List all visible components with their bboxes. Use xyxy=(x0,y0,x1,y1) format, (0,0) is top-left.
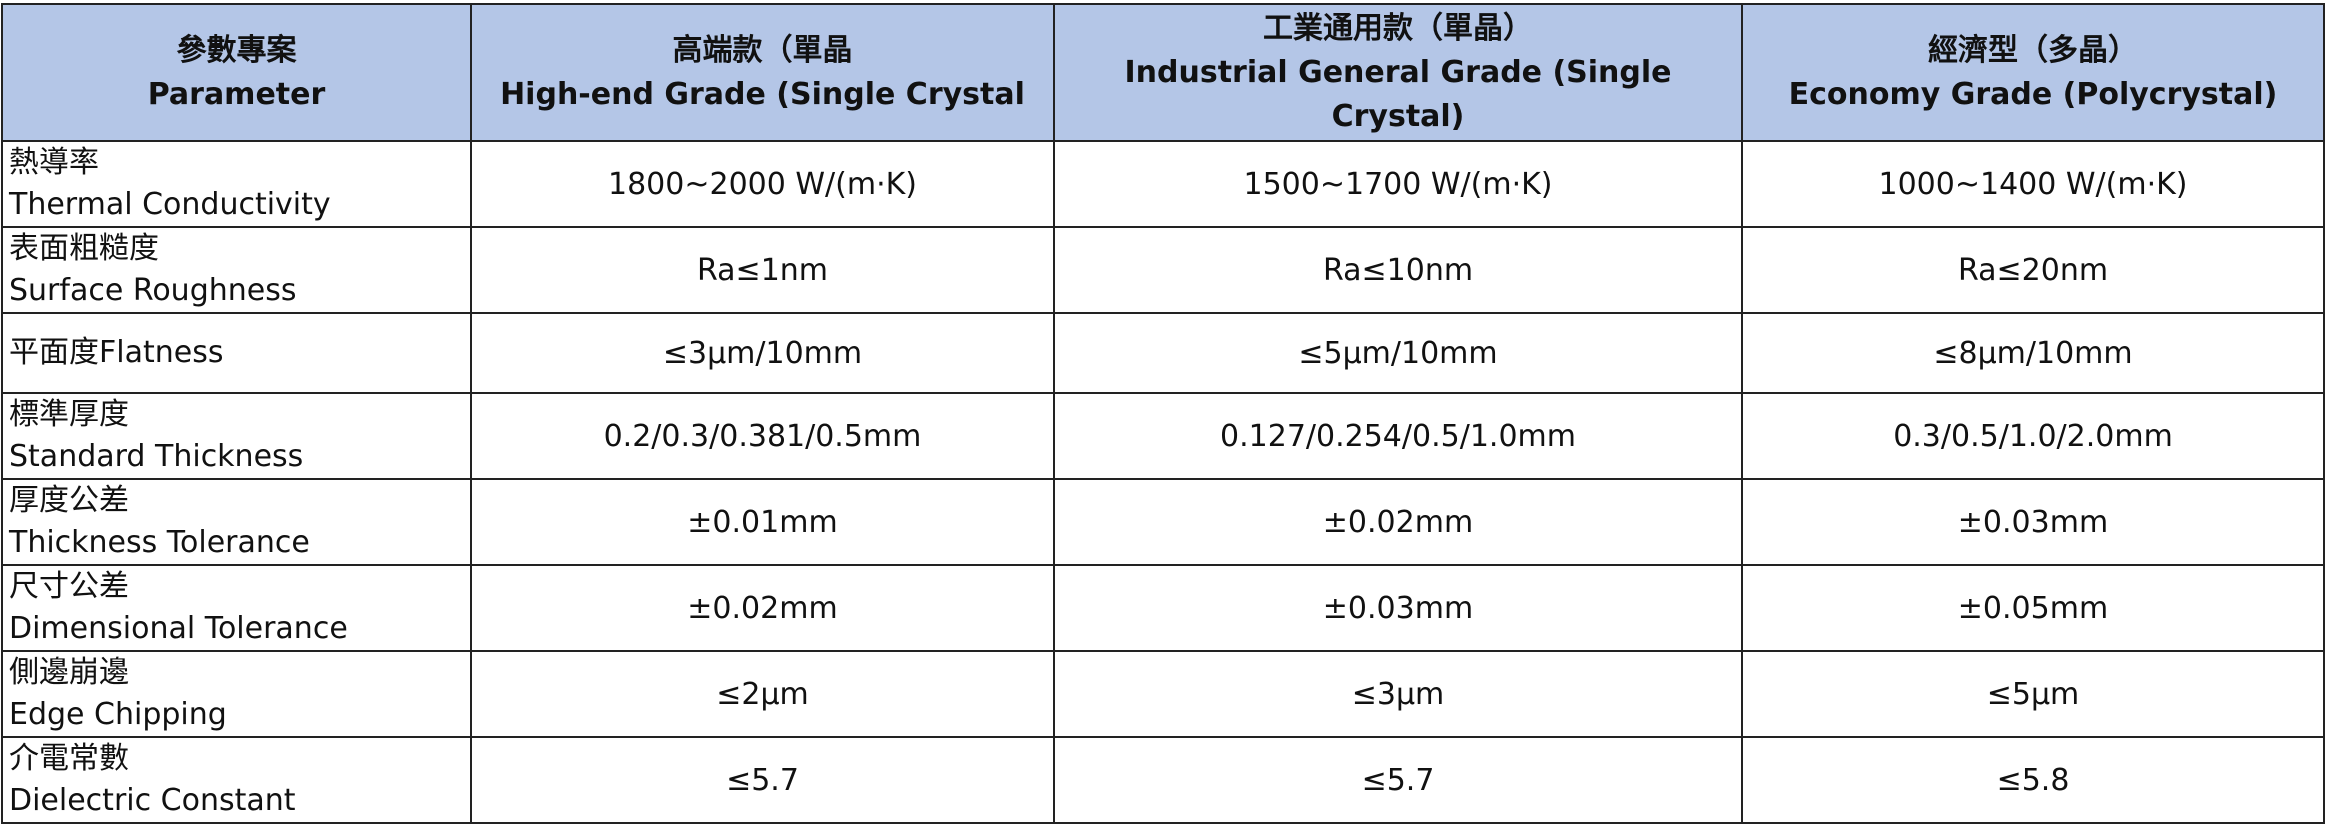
header-text: 經濟型（多晶） xyxy=(1928,32,2138,68)
parameter-text: 尺寸公差 xyxy=(9,569,129,604)
parameter-text: Standard Thickness xyxy=(9,439,304,474)
parameter-text: 厚度公差 xyxy=(9,483,129,518)
value-cell: Ra≤20nm xyxy=(1741,226,2325,314)
table-row: 平面度Flatness ≤3μm/10mm ≤5μm/10mm ≤8μm/10mm xyxy=(1,312,2325,394)
parameter-text: Surface Roughness xyxy=(9,273,297,308)
header-text: 工業通用款（單晶） xyxy=(1263,10,1533,46)
value-cell: 0.2/0.3/0.381/0.5mm xyxy=(470,392,1055,480)
table-row: 側邊崩邊 Edge Chipping ≤2μm ≤3μm ≤5μm xyxy=(1,650,2325,738)
value-cell: ≤5μm xyxy=(1741,650,2325,738)
parameter-cell: 側邊崩邊 Edge Chipping xyxy=(1,650,472,738)
parameter-cell: 熱導率 Thermal Conductivity xyxy=(1,140,472,228)
spec-table: 參數專案 Parameter 高端款（單晶 High-end Grade (Singl… xyxy=(1,3,2325,824)
table-row: 介電常數 Dielectric Constant ≤5.7 ≤5.7 ≤5.8 xyxy=(1,736,2325,824)
value-cell: 0.127/0.254/0.5/1.0mm xyxy=(1053,392,1743,480)
value-cell: ±0.01mm xyxy=(470,478,1055,566)
parameter-text: Dimensional Tolerance xyxy=(9,611,348,646)
value-cell: ≤5.7 xyxy=(470,736,1055,824)
parameter-text: 標準厚度 xyxy=(9,397,129,432)
parameter-cell: 平面度Flatness xyxy=(1,312,472,394)
header-row: 參數專案 Parameter 高端款（單晶 High-end Grade (Singl… xyxy=(1,3,2325,142)
header-cell: 經濟型（多晶） Economy Grade (Polycrystal) xyxy=(1741,3,2325,142)
header-text: Economy Grade (Polycrystal) xyxy=(1788,76,2278,112)
value-cell: 1000~1400 W/(m·K) xyxy=(1741,140,2325,228)
parameter-text: Thermal Conductivity xyxy=(9,187,331,222)
page: {"table": { "header": [["參數專案", "Paramet… xyxy=(0,3,2325,828)
value-cell: ≤3μm xyxy=(1053,650,1743,738)
value-cell: ≤8μm/10mm xyxy=(1741,312,2325,394)
parameter-cell: 尺寸公差 Dimensional Tolerance xyxy=(1,564,472,652)
value-cell: 0.3/0.5/1.0/2.0mm xyxy=(1741,392,2325,480)
parameter-text: 側邊崩邊 xyxy=(9,655,129,690)
parameter-text: 平面度Flatness xyxy=(9,335,224,370)
value-cell: ±0.02mm xyxy=(470,564,1055,652)
parameter-cell: 厚度公差 Thickness Tolerance xyxy=(1,478,472,566)
value-cell: Ra≤1nm xyxy=(470,226,1055,314)
header-cell: 高端款（單晶 High-end Grade (Single Crystal xyxy=(470,3,1055,142)
parameter-text: Dielectric Constant xyxy=(9,783,296,818)
value-cell: ≤3μm/10mm xyxy=(470,312,1055,394)
parameter-cell: 介電常數 Dielectric Constant xyxy=(1,736,472,824)
parameter-text: 熱導率 xyxy=(9,145,99,180)
header-cell: 工業通用款（單晶） Industrial General Grade (Singl… xyxy=(1053,3,1743,142)
table-row: 尺寸公差 Dimensional Tolerance ±0.02mm ±0.03mm ±… xyxy=(1,564,2325,652)
value-cell: ≤5.8 xyxy=(1741,736,2325,824)
table-row: 表面粗糙度 Surface Roughness Ra≤1nm Ra≤10nm Ra≤20… xyxy=(1,226,2325,314)
value-cell: ±0.03mm xyxy=(1741,478,2325,566)
parameter-text: Edge Chipping xyxy=(9,697,227,732)
value-cell: ±0.02mm xyxy=(1053,478,1743,566)
value-cell: ≤5μm/10mm xyxy=(1053,312,1743,394)
parameter-text: 介電常數 xyxy=(9,741,129,776)
value-cell: Ra≤10nm xyxy=(1053,226,1743,314)
value-cell: ≤5.7 xyxy=(1053,736,1743,824)
table-body: 熱導率 Thermal Conductivity 1800~2000 W/(m·K)… xyxy=(1,140,2325,824)
parameter-cell: 標準厚度 Standard Thickness xyxy=(1,392,472,480)
table-row: 厚度公差 Thickness Tolerance ±0.01mm ±0.02mm ±0.… xyxy=(1,478,2325,566)
header-text: High-end Grade (Single Crystal xyxy=(500,76,1025,112)
header-text: 參數專案 xyxy=(176,32,297,68)
table-row: 標準厚度 Standard Thickness 0.2/0.3/0.381/0.5m… xyxy=(1,392,2325,480)
header-cell: 參數專案 Parameter xyxy=(1,3,472,142)
value-cell: ±0.05mm xyxy=(1741,564,2325,652)
header-text: Parameter xyxy=(147,76,326,112)
header-text: 高端款（單晶 xyxy=(672,32,853,68)
value-cell: 1500~1700 W/(m·K) xyxy=(1053,140,1743,228)
value-cell: ≤2μm xyxy=(470,650,1055,738)
parameter-text: Thickness Tolerance xyxy=(9,525,310,560)
parameter-cell: 表面粗糙度 Surface Roughness xyxy=(1,226,472,314)
header-text: Industrial General Grade (Single Crystal… xyxy=(1124,54,1672,134)
table-row: 熱導率 Thermal Conductivity 1800~2000 W/(m·K)… xyxy=(1,140,2325,228)
value-cell: 1800~2000 W/(m·K) xyxy=(470,140,1055,228)
value-cell: ±0.03mm xyxy=(1053,564,1743,652)
parameter-text: 表面粗糙度 xyxy=(9,231,159,266)
